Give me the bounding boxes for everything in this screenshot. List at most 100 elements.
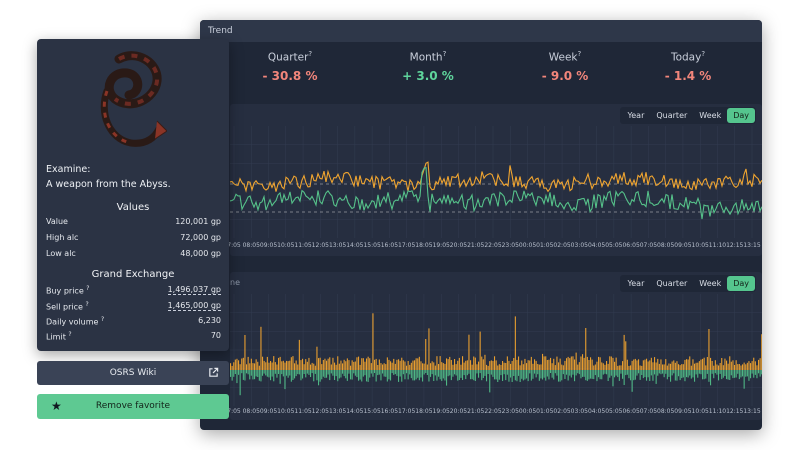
x-tick-label: 15:05 bbox=[363, 408, 381, 415]
volume-range-day[interactable]: Day bbox=[727, 276, 755, 291]
sell-volume-bar bbox=[548, 370, 550, 380]
buy-volume-bar bbox=[497, 365, 499, 370]
volume-range-week[interactable]: Week bbox=[699, 279, 722, 288]
volume-range-quarter[interactable]: Quarter bbox=[656, 279, 688, 288]
sell-volume-bar bbox=[622, 370, 624, 379]
buy-volume-bar bbox=[572, 356, 574, 370]
sell-volume-bar bbox=[340, 370, 342, 378]
buy-volume-bar bbox=[652, 362, 654, 370]
help-icon[interactable]: ? bbox=[442, 50, 447, 58]
buy-volume-bar bbox=[359, 364, 361, 370]
sell-price-value[interactable]: 1,465,000 gp bbox=[167, 301, 221, 311]
buy-volume-bar bbox=[740, 365, 742, 370]
buy-volume-bar bbox=[662, 364, 664, 370]
sell-volume-bar bbox=[537, 370, 539, 375]
buy-volume-bar bbox=[553, 358, 555, 370]
buy-volume-bar bbox=[391, 362, 393, 370]
help-icon[interactable]: ? bbox=[68, 331, 72, 338]
buy-volume-bar bbox=[455, 364, 457, 370]
price-range-day[interactable]: Day bbox=[727, 108, 755, 123]
remove-favorite-button[interactable]: ★ Remove favorite bbox=[37, 394, 229, 419]
x-tick-label: 18:05 bbox=[415, 242, 433, 249]
sell-volume-bar bbox=[759, 370, 761, 377]
sell-volume-bar bbox=[679, 370, 681, 381]
sell-volume-bar bbox=[257, 370, 259, 377]
help-icon[interactable]: ? bbox=[86, 285, 90, 292]
buy-volume-bar bbox=[314, 365, 316, 370]
buy-volume-bar bbox=[718, 365, 720, 370]
buy-volume-bar bbox=[414, 360, 416, 370]
sell-volume-bar bbox=[524, 370, 526, 380]
buy-volume-bar bbox=[418, 356, 420, 370]
help-icon[interactable]: ? bbox=[100, 316, 105, 323]
buy-volume-bar bbox=[655, 362, 657, 370]
sell-volume-bar bbox=[242, 370, 244, 380]
buy-volume-bar bbox=[586, 356, 588, 370]
sell-volume-bar bbox=[641, 370, 643, 375]
volume-chart[interactable] bbox=[230, 294, 762, 406]
sell-volume-bar bbox=[543, 370, 545, 378]
buy-volume-bar bbox=[578, 362, 580, 370]
sell-volume-bar bbox=[646, 370, 648, 381]
sell-volume-bar bbox=[394, 370, 396, 375]
sell-volume-bar bbox=[439, 370, 441, 380]
sell-volume-bar bbox=[492, 370, 494, 377]
volume-range-year[interactable]: Year bbox=[627, 279, 645, 288]
x-tick-label: 23:05 bbox=[501, 242, 519, 249]
price-range-quarter[interactable]: Quarter bbox=[656, 111, 688, 120]
x-tick-label: 7:05 bbox=[227, 242, 241, 249]
sell-volume-bar bbox=[503, 370, 505, 375]
sell-volume-bar bbox=[567, 370, 569, 381]
sell-volume-bar bbox=[578, 370, 580, 375]
buy-volume-bar bbox=[258, 365, 260, 370]
buy-volume-bar bbox=[703, 357, 705, 370]
buy-volume-bar bbox=[606, 361, 608, 370]
buy-volume-bar bbox=[502, 361, 504, 370]
buy-volume-bar bbox=[639, 365, 641, 370]
sell-volume-bar bbox=[710, 370, 712, 386]
trend-value-quarter: - 30.8 % bbox=[262, 68, 318, 83]
price-range-year[interactable]: Year bbox=[627, 111, 645, 120]
sell-volume-bar bbox=[676, 370, 678, 381]
sell-volume-bar bbox=[532, 370, 534, 379]
buy-volume-bar bbox=[625, 341, 627, 370]
buy-volume-bar bbox=[503, 362, 505, 370]
buy-price-value[interactable]: 1,496,037 gp bbox=[167, 285, 221, 295]
buy-volume-bar bbox=[249, 363, 251, 370]
help-icon[interactable]: ? bbox=[701, 50, 706, 58]
x-tick-label: 00:05 bbox=[518, 242, 537, 249]
help-icon[interactable]: ? bbox=[85, 301, 89, 308]
price-chart[interactable] bbox=[230, 126, 762, 238]
buy-volume-bar bbox=[535, 360, 537, 370]
price-range-week[interactable]: Week bbox=[699, 111, 722, 120]
buy-volume-bar bbox=[409, 364, 411, 370]
buy-volume-bar bbox=[684, 359, 686, 370]
trend-today: Today? - 1.4 % bbox=[618, 50, 758, 83]
x-tick-label: 13:15 bbox=[743, 242, 761, 249]
sell-volume-bar bbox=[580, 370, 582, 379]
help-icon[interactable]: ? bbox=[577, 50, 582, 58]
sell-volume-bar bbox=[330, 370, 332, 374]
x-tick-label: 12:05 bbox=[311, 242, 329, 249]
buy-volume-bar bbox=[263, 360, 265, 370]
buy-volume-bar bbox=[329, 357, 331, 370]
trend-header: Trend bbox=[200, 20, 762, 42]
sell-volume-bar bbox=[583, 370, 585, 377]
sell-volume-bar bbox=[745, 370, 747, 377]
osrs-wiki-button[interactable]: OSRS Wiki bbox=[37, 361, 229, 385]
help-icon[interactable]: ? bbox=[308, 50, 313, 58]
sell-volume-bar bbox=[414, 370, 416, 381]
sell-volume-bar bbox=[273, 370, 275, 382]
buy-volume-bar bbox=[372, 313, 374, 370]
trend-value-today: - 1.4 % bbox=[664, 68, 712, 83]
sell-volume-bar bbox=[300, 370, 302, 381]
buy-volume-bar bbox=[335, 364, 337, 370]
buy-volume-bar bbox=[462, 356, 464, 370]
sell-volume-bar bbox=[748, 370, 750, 381]
sell-volume-bar bbox=[390, 370, 392, 381]
buy-volume-bar bbox=[238, 360, 240, 370]
sell-volume-bar bbox=[412, 370, 414, 381]
sell-volume-bar bbox=[401, 370, 403, 382]
sell-volume-bar bbox=[698, 370, 700, 374]
sell-volume-bar bbox=[361, 370, 363, 382]
